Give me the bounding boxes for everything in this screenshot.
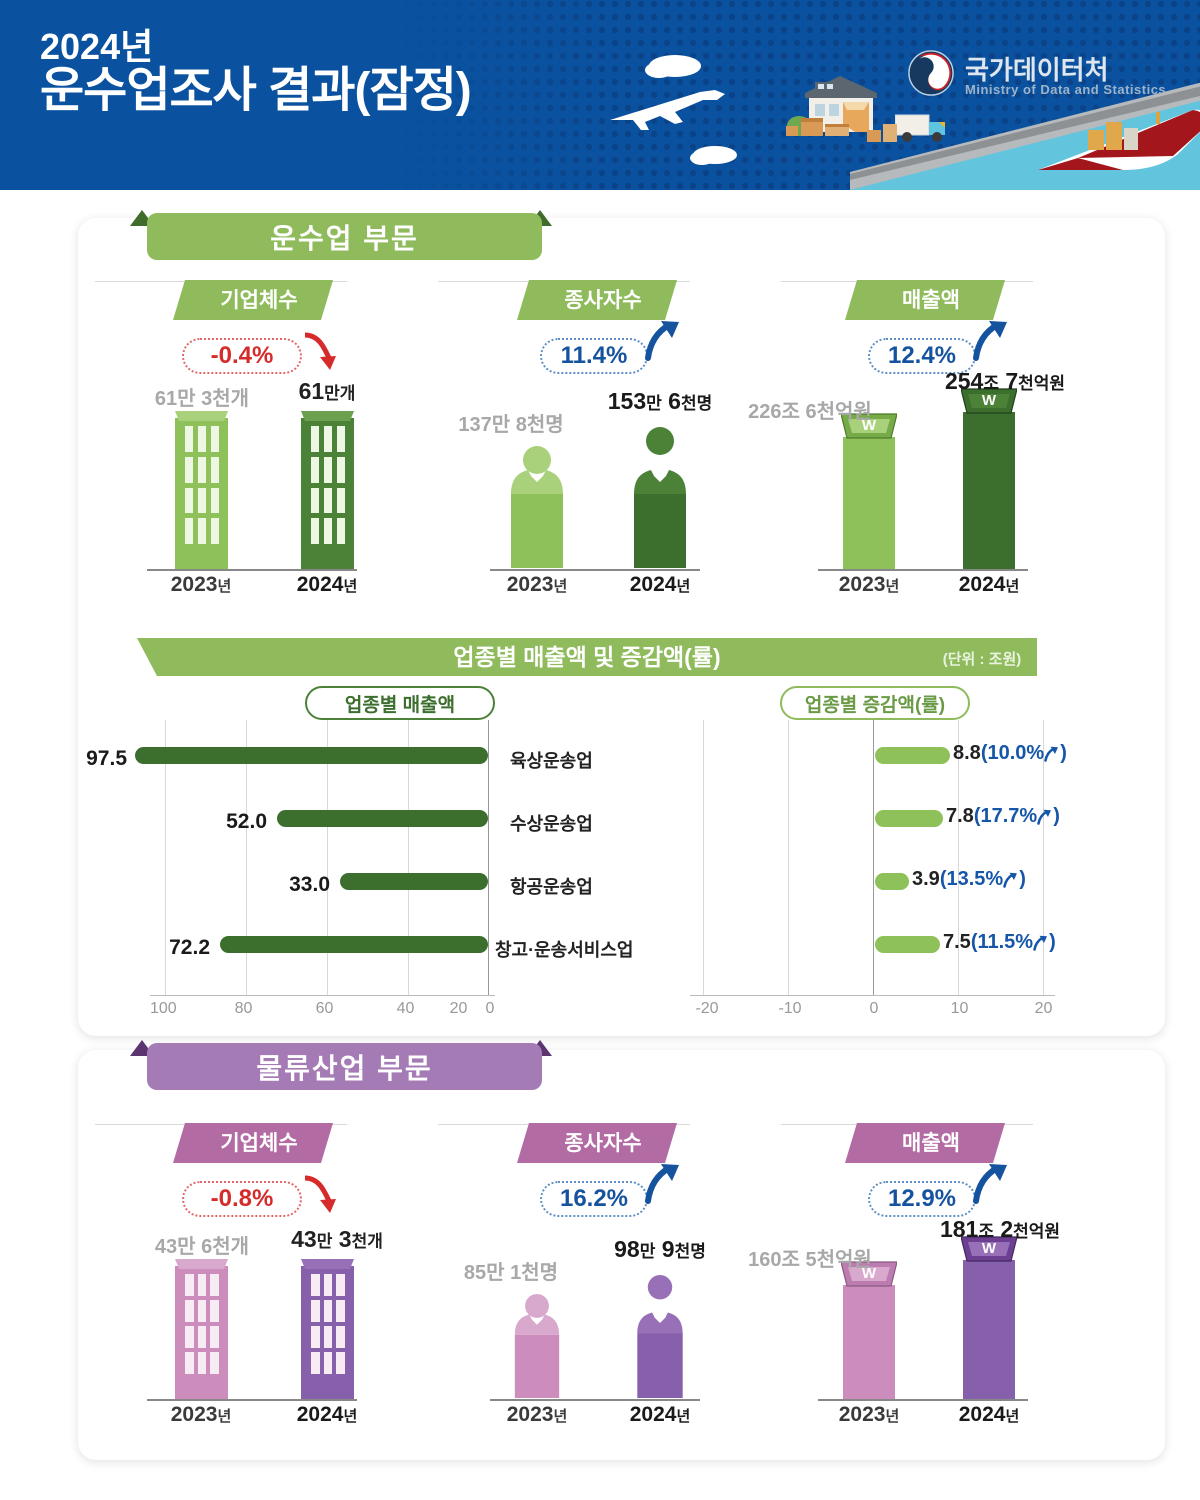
svg-text:종사자수: 종사자수 [564, 1132, 641, 1155]
svg-text:(단위 : 조원): (단위 : 조원) [943, 651, 1022, 668]
svg-text:매출액: 매출액 [902, 289, 960, 312]
svg-text:종사자수: 종사자수 [564, 289, 641, 312]
svg-text:기업체수: 기업체수 [220, 1132, 297, 1155]
svg-text:매출액: 매출액 [902, 1132, 960, 1155]
svg-text:기업체수: 기업체수 [220, 289, 297, 312]
svg-text:업종별 매출액 및 증감액(률): 업종별 매출액 및 증감액(률) [453, 644, 720, 670]
